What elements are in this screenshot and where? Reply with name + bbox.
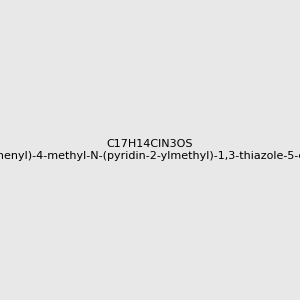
Text: C17H14ClN3OS
2-(2-chlorophenyl)-4-methyl-N-(pyridin-2-ylmethyl)-1,3-thiazole-5-c: C17H14ClN3OS 2-(2-chlorophenyl)-4-methyl…: [0, 139, 300, 161]
